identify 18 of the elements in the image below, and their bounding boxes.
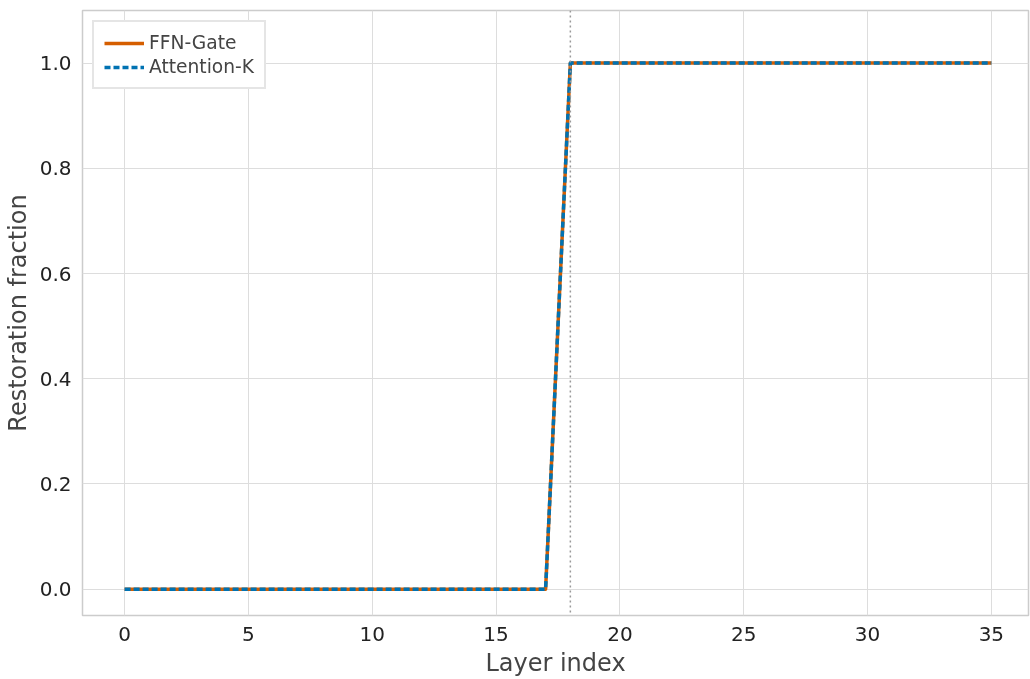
x-axis-title: Layer index <box>485 648 626 677</box>
x-tick-label: 0 <box>118 621 131 646</box>
x-tick-label: 25 <box>730 621 757 646</box>
y-tick-label: 1.0 <box>39 51 72 76</box>
y-axis-title: Restoration fraction <box>3 194 32 432</box>
legend-label: Attention-K <box>149 56 255 77</box>
x-tick-label: 5 <box>242 621 255 646</box>
x-tick-label: 10 <box>359 621 385 646</box>
x-tick-label: 15 <box>483 621 509 646</box>
y-tick-label: 0.6 <box>39 261 72 286</box>
y-tick-label: 0.8 <box>39 156 72 181</box>
x-tick-label: 20 <box>607 621 633 646</box>
y-tick-label: 0.0 <box>39 577 72 602</box>
y-tick-label: 0.2 <box>39 471 72 496</box>
legend-label: FFN-Gate <box>149 32 237 53</box>
x-tick-label: 30 <box>854 621 881 646</box>
x-tick-label: 35 <box>978 621 1005 646</box>
y-tick-label: 0.4 <box>39 366 72 391</box>
